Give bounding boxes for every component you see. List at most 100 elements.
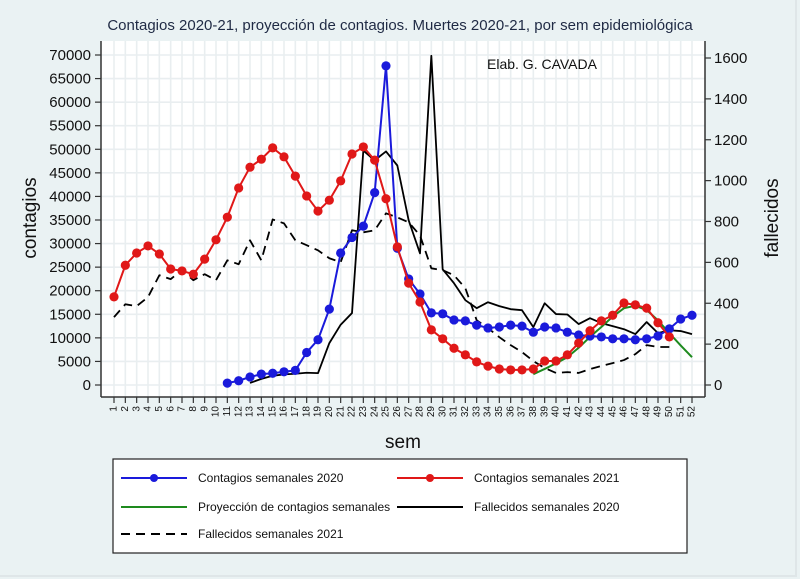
x-tick-label: 3 [131,406,142,412]
series-line [249,54,693,384]
data-point [676,314,686,324]
data-point [472,357,482,367]
data-point [381,194,391,204]
legend-swatch-marker [150,474,158,482]
legend-swatch-marker [426,474,434,482]
y-tick-label: 50000 [49,141,91,158]
data-point [404,278,414,288]
data-point [608,334,618,344]
data-point [426,308,436,318]
y-tick-label: 200 [714,336,739,353]
x-tick-label: 4 [143,406,154,412]
data-point [506,365,516,375]
data-point [381,61,391,71]
data-point [347,149,357,159]
data-point [120,260,130,270]
y-tick-label: 25000 [49,259,91,276]
data-point [608,310,618,320]
y-tick-label: 1200 [714,132,747,149]
x-tick-label: 30 [437,406,448,418]
y-tick-label: 5000 [58,353,91,370]
x-tick-label: 47 [630,406,641,418]
x-axis-title: sem [385,432,421,453]
data-point [302,347,312,358]
x-tick-label: 33 [471,406,482,418]
data-point [313,206,323,216]
x-tick-label: 26 [392,406,403,418]
data-point [234,376,244,386]
y-tick-label: 40000 [49,188,91,205]
x-tick-label: 17 [290,406,301,418]
data-point [290,365,300,375]
x-tick-label: 9 [199,406,210,412]
x-tick-label: 50 [664,406,675,418]
x-axis-ticks: 1 2 3 4 5 6 7 8 9 10 11 12 13 14 15 16 17 18 19 20 21 22 23 24 2… [109,397,698,417]
x-tick-label: 29 [426,406,437,418]
legend-item-contagios-2020: Contagios semanales 2020 [121,471,344,485]
data-point [528,364,538,374]
data-point [347,232,357,243]
data-point [245,162,255,172]
y-tick-label: 45000 [49,165,91,182]
data-point [188,269,198,279]
data-point [302,191,312,201]
x-tick-label: 14 [256,406,267,418]
data-point [438,309,448,319]
data-point [664,332,674,342]
y-tick-label: 65000 [49,71,91,88]
y-tick-label: 1000 [714,173,747,190]
data-point [551,356,561,366]
data-point [642,334,652,344]
data-point [324,195,334,205]
data-point [279,367,289,377]
data-point [370,155,380,165]
data-point [132,248,142,258]
author-annotation: Elab. G. CAVADA [487,56,598,72]
legend-label: Contagios semanales 2020 [198,471,344,485]
data-point [222,378,232,388]
y-tick-label: 400 [714,295,739,312]
y-axis-left-title: contagios [20,177,41,258]
data-point [687,310,697,320]
data-point [540,356,550,366]
data-point [642,303,652,313]
legend-item-fallecidos-2021: Fallecidos semanales 2021 [121,527,344,541]
x-tick-label: 6 [165,406,176,412]
x-tick-label: 41 [562,406,573,418]
y-tick-label: 1600 [714,50,747,67]
legend: Contagios semanales 2020 Contagios seman… [112,458,688,554]
y-tick-label: 20000 [49,283,91,300]
series-group [109,54,697,388]
x-tick-label: 5 [154,406,165,412]
x-tick-label: 21 [335,406,346,418]
data-point [268,368,278,378]
data-point [574,330,584,340]
gridlines [101,41,705,397]
x-tick-label: 27 [403,406,414,418]
x-tick-label: 2 [120,406,131,412]
x-tick-label: 15 [267,406,278,418]
series-contagios-semanales-2021 [109,142,674,375]
y-tick-label: 0 [714,377,722,394]
x-tick-label: 7 [177,406,188,412]
data-point [619,298,629,308]
x-tick-label: 1 [109,406,120,412]
data-point [166,264,176,274]
x-tick-label: 37 [517,406,528,418]
data-point [506,320,516,330]
x-tick-label: 43 [585,406,596,418]
x-tick-label: 49 [653,406,664,418]
data-point [177,266,187,276]
legend-label: Contagios semanales 2021 [474,471,620,485]
series-contagios-semanales-2020 [222,61,697,388]
data-point [256,369,266,379]
legend-item-proyeccion: Proyección de contagios semanales [121,500,390,514]
x-tick-label: 31 [449,406,460,418]
data-point [256,154,266,164]
y-tick-label: 30000 [49,236,91,253]
data-point [234,183,244,193]
data-point [664,324,674,334]
data-point [619,334,629,344]
data-point [517,365,527,375]
